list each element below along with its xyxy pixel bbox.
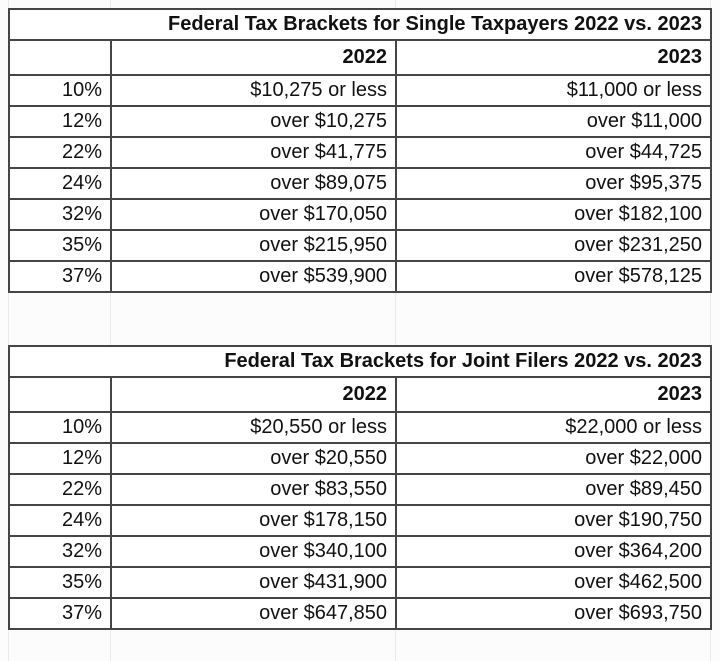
bracket-2022-cell: over $41,775 bbox=[110, 136, 397, 169]
table-row: 32% over $170,050 over $182,100 bbox=[8, 198, 713, 231]
rate-cell: 12% bbox=[8, 105, 112, 138]
bracket-2023-cell: over $182,100 bbox=[394, 198, 713, 231]
bracket-2022-cell: over $647,850 bbox=[110, 597, 397, 630]
bracket-2023-cell: over $462,500 bbox=[395, 566, 712, 599]
bracket-2022-cell: over $89,075 bbox=[110, 167, 397, 200]
table-row: 37% over $647,850 over $693,750 bbox=[8, 597, 712, 630]
column-header-2022: 2022 bbox=[110, 376, 397, 413]
rate-cell: 22% bbox=[8, 136, 112, 169]
table-row: 10% $20,550 or less $22,000 or less bbox=[8, 411, 712, 444]
table-row: 35% over $215,950 over $231,250 bbox=[8, 229, 713, 262]
column-header-2023: 2023 bbox=[395, 376, 712, 413]
bracket-2022-cell: over $431,900 bbox=[110, 566, 397, 599]
table-row: 12% over $10,275 over $11,000 bbox=[8, 105, 713, 138]
table-row: 10% $10,275 or less $11,000 or less bbox=[8, 74, 713, 107]
single-taxpayers-table: Federal Tax Brackets for Single Taxpayer… bbox=[7, 8, 713, 293]
bracket-2023-cell: $22,000 or less bbox=[395, 411, 712, 444]
joint-filers-table: Federal Tax Brackets for Joint Filers 20… bbox=[8, 345, 712, 630]
rate-cell: 24% bbox=[8, 504, 112, 537]
bracket-2023-cell: over $364,200 bbox=[395, 535, 712, 568]
column-header-2023: 2023 bbox=[394, 39, 713, 76]
bracket-2022-cell: over $20,550 bbox=[110, 442, 397, 475]
table-row: Federal Tax Brackets for Single Taxpayer… bbox=[7, 8, 713, 41]
bracket-2023-cell: over $22,000 bbox=[395, 442, 712, 475]
table-title: Federal Tax Brackets for Joint Filers 20… bbox=[8, 345, 712, 378]
rate-cell: 37% bbox=[8, 260, 112, 293]
table-row: 24% over $178,150 over $190,750 bbox=[8, 504, 712, 537]
rate-cell: 10% bbox=[8, 74, 112, 107]
rate-cell: 32% bbox=[8, 198, 112, 231]
table-row: 22% over $41,775 over $44,725 bbox=[8, 136, 713, 169]
table-row: 32% over $340,100 over $364,200 bbox=[8, 535, 712, 568]
bracket-2023-cell: $11,000 or less bbox=[394, 74, 713, 107]
rate-cell: 37% bbox=[8, 597, 112, 630]
column-header-2022: 2022 bbox=[110, 39, 397, 76]
bracket-2023-cell: over $44,725 bbox=[394, 136, 713, 169]
bracket-2023-cell: over $578,125 bbox=[394, 260, 713, 293]
bracket-2022-cell: over $340,100 bbox=[110, 535, 397, 568]
rate-cell: 32% bbox=[8, 535, 112, 568]
rate-cell: 22% bbox=[8, 473, 112, 506]
bracket-2022-cell: over $215,950 bbox=[110, 229, 397, 262]
rate-column-header bbox=[8, 376, 112, 413]
bracket-2022-cell: $20,550 or less bbox=[110, 411, 397, 444]
table-title: Federal Tax Brackets for Single Taxpayer… bbox=[7, 8, 713, 41]
rate-cell: 12% bbox=[8, 442, 112, 475]
rate-cell: 35% bbox=[8, 566, 112, 599]
rate-cell: 24% bbox=[8, 167, 112, 200]
bracket-2023-cell: over $95,375 bbox=[394, 167, 713, 200]
table-row: 24% over $89,075 over $95,375 bbox=[8, 167, 713, 200]
table-row: 37% over $539,900 over $578,125 bbox=[8, 260, 713, 293]
bracket-2022-cell: $10,275 or less bbox=[110, 74, 397, 107]
bracket-2022-cell: over $178,150 bbox=[110, 504, 397, 537]
rate-column-header bbox=[8, 39, 112, 76]
rate-cell: 10% bbox=[8, 411, 112, 444]
bracket-2023-cell: over $190,750 bbox=[395, 504, 712, 537]
table-row: 35% over $431,900 over $462,500 bbox=[8, 566, 712, 599]
bracket-2023-cell: over $693,750 bbox=[395, 597, 712, 630]
bracket-2022-cell: over $539,900 bbox=[110, 260, 397, 293]
bracket-2023-cell: over $11,000 bbox=[394, 105, 713, 138]
bracket-2023-cell: over $231,250 bbox=[394, 229, 713, 262]
bracket-2023-cell: over $89,450 bbox=[395, 473, 712, 506]
table-row: 22% over $83,550 over $89,450 bbox=[8, 473, 712, 506]
bracket-2022-cell: over $170,050 bbox=[110, 198, 397, 231]
table-row: 2022 2023 bbox=[8, 376, 712, 413]
bracket-2022-cell: over $83,550 bbox=[110, 473, 397, 506]
table-row: 2022 2023 bbox=[8, 39, 713, 76]
table-row: Federal Tax Brackets for Joint Filers 20… bbox=[8, 345, 712, 378]
rate-cell: 35% bbox=[8, 229, 112, 262]
bracket-2022-cell: over $10,275 bbox=[110, 105, 397, 138]
table-row: 12% over $20,550 over $22,000 bbox=[8, 442, 712, 475]
